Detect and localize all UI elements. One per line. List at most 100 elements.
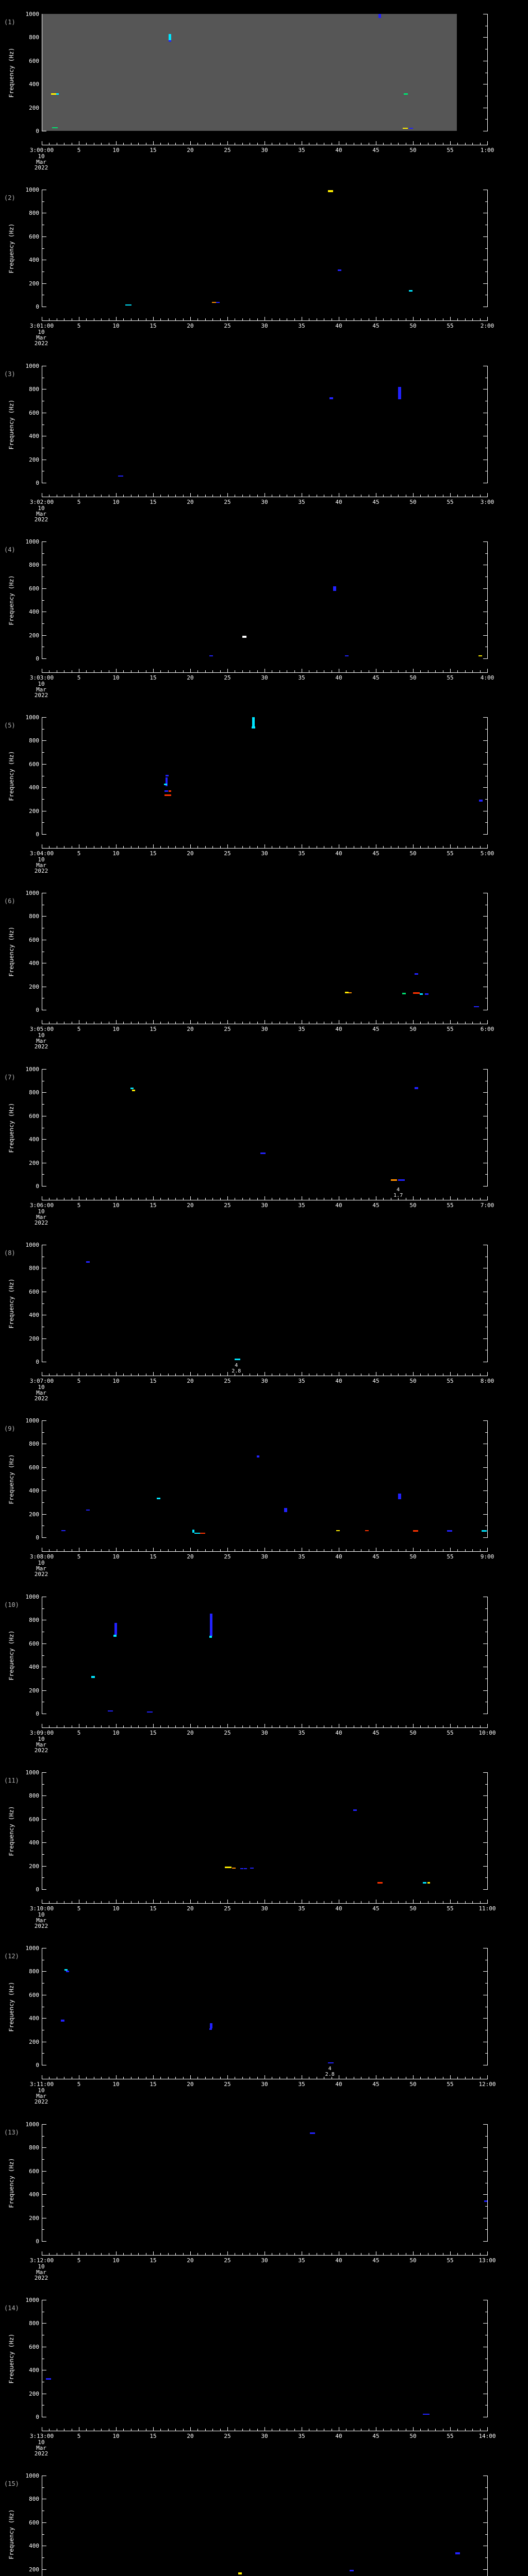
x-tick-label: 10 — [112, 1378, 120, 1384]
x-tick — [153, 1724, 154, 1727]
x-tick — [190, 2075, 191, 2079]
y-tick-label: 0 — [36, 2414, 39, 2420]
y-tick — [42, 2136, 44, 2137]
x-tick — [472, 318, 473, 320]
x-tick — [160, 846, 161, 848]
spectral-detection — [192, 1529, 194, 1533]
x-tick — [242, 495, 243, 497]
x-tick — [190, 1548, 191, 1551]
y-tick-label: 400 — [29, 81, 39, 88]
date-label: 2022 — [34, 164, 48, 171]
spectral-detection — [349, 992, 352, 993]
x-tick — [257, 495, 258, 497]
y-tick-label: 1000 — [25, 1417, 40, 1424]
x-tick — [49, 1549, 50, 1551]
y-tick — [485, 752, 487, 753]
x-tick — [420, 1901, 421, 1903]
x-tick — [138, 2253, 139, 2255]
x-tick — [101, 1725, 102, 1727]
x-tick — [457, 846, 458, 848]
x-tick — [138, 670, 139, 672]
panel-9: (9) Frequency (Hz) 0 200 400 600 800 1000 3:08:0… — [0, 1406, 528, 1582]
y-axis-title: Frequency (Hz) — [8, 1981, 15, 2032]
y-axis-title: Frequency (Hz) — [8, 2509, 15, 2560]
y-tick — [42, 1479, 44, 1480]
x-tick-label: 20 — [187, 499, 194, 505]
x-tick-label: 45 — [372, 674, 380, 681]
x-tick — [480, 670, 481, 672]
x-tick — [480, 1725, 481, 1727]
end-time-label: 2:00 — [480, 323, 494, 329]
y-tick — [42, 600, 44, 601]
y-axis-title: Frequency (Hz) — [8, 1454, 15, 1504]
x-tick — [86, 1374, 87, 1376]
x-tick-label: 10 — [112, 2081, 120, 2088]
x-tick — [450, 1548, 451, 1551]
y-axis-right — [487, 1948, 488, 2065]
x-tick — [435, 318, 436, 320]
x-tick-label: 50 — [409, 499, 417, 505]
x-tick — [457, 143, 458, 145]
date-label: Mar — [36, 159, 46, 165]
y-tick — [485, 1807, 487, 1808]
y-tick — [485, 1983, 487, 1984]
date-label: Mar — [36, 1741, 46, 1748]
x-tick — [153, 1548, 154, 1551]
x-tick — [116, 1724, 117, 1727]
x-tick — [413, 1900, 414, 1903]
y-axis-right — [487, 1420, 488, 1538]
x-tick — [257, 1022, 258, 1024]
x-tick-label: 45 — [372, 1378, 380, 1384]
end-time-label: 4:00 — [480, 674, 494, 681]
x-tick — [153, 2251, 154, 2255]
spectral-detection — [146, 1711, 153, 1713]
y-tick-label: 200 — [29, 1687, 39, 1694]
x-tick — [153, 2427, 154, 2431]
x-tick — [101, 2077, 102, 2079]
y-tick-label: 600 — [29, 1816, 39, 1823]
y-tick — [483, 1186, 487, 1187]
x-tick-label: 50 — [409, 674, 417, 681]
x-tick — [472, 2429, 473, 2431]
date-label: 2022 — [34, 692, 48, 699]
x-tick-label: 55 — [447, 499, 454, 505]
x-tick — [49, 1725, 50, 1727]
y-tick-label: 800 — [29, 34, 39, 41]
x-tick — [101, 1549, 102, 1551]
spectral-detection — [209, 1636, 212, 1638]
x-tick — [420, 143, 421, 145]
y-tick-label: 1000 — [25, 187, 40, 193]
y-tick — [483, 1514, 487, 1515]
x-tick — [398, 1022, 399, 1024]
x-tick — [472, 2253, 473, 2255]
x-tick — [487, 844, 488, 848]
date-label: 10 — [38, 856, 45, 863]
x-tick — [420, 2077, 421, 2079]
x-tick — [138, 318, 139, 320]
x-tick — [205, 1198, 206, 1200]
x-tick — [220, 2253, 221, 2255]
spectral-detection — [425, 993, 429, 995]
x-tick — [197, 1725, 199, 1727]
y-axis-title: Frequency (Hz) — [8, 47, 15, 98]
y-tick-label: 800 — [29, 2144, 39, 2151]
time-axis — [42, 1551, 488, 1552]
x-tick — [153, 1196, 154, 1200]
y-tick — [485, 600, 487, 601]
x-tick — [183, 846, 184, 848]
date-label: Mar — [36, 686, 46, 693]
spectral-detection — [209, 655, 213, 657]
x-tick-label: 15 — [150, 674, 157, 681]
y-tick-label: 600 — [29, 2167, 39, 2175]
x-tick — [435, 2429, 436, 2431]
y-tick — [483, 717, 487, 718]
x-tick — [197, 318, 199, 320]
end-time-label: 9:00 — [480, 1553, 494, 1560]
spectral-detection — [478, 655, 482, 657]
y-tick — [483, 1795, 487, 1797]
y-tick — [485, 1479, 487, 1480]
x-tick — [383, 846, 384, 848]
y-tick — [485, 1608, 487, 1609]
y-tick — [42, 1608, 44, 1609]
date-label: 10 — [38, 2087, 45, 2094]
